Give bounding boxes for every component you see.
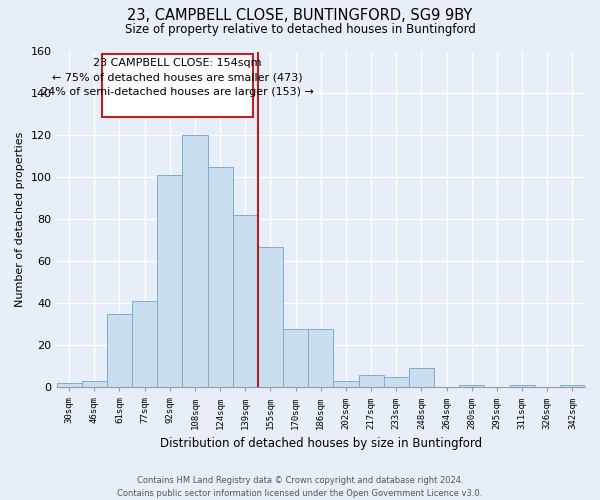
Bar [182,136,208,388]
Text: Contains HM Land Registry data © Crown copyright and database right 2024.
Contai: Contains HM Land Registry data © Crown c… [118,476,482,498]
Bar [107,314,132,388]
Text: ← 75% of detached houses are smaller (473): ← 75% of detached houses are smaller (47… [52,72,302,83]
Text: 24% of semi-detached houses are larger (153) →: 24% of semi-detached houses are larger (… [41,87,314,97]
Text: Size of property relative to detached houses in Buntingford: Size of property relative to detached ho… [125,22,475,36]
Bar [132,302,157,388]
Text: 23, CAMPBELL CLOSE, BUNTINGFORD, SG9 9BY: 23, CAMPBELL CLOSE, BUNTINGFORD, SG9 9BY [127,8,473,22]
X-axis label: Distribution of detached houses by size in Buntingford: Distribution of detached houses by size … [160,437,482,450]
Bar [208,167,233,388]
FancyBboxPatch shape [102,54,253,116]
Text: 23 CAMPBELL CLOSE: 154sqm: 23 CAMPBELL CLOSE: 154sqm [93,58,262,68]
Bar [56,383,82,388]
Bar [560,386,585,388]
Bar [459,386,484,388]
Bar [233,215,258,388]
Bar [409,368,434,388]
Bar [359,375,383,388]
Bar [509,386,535,388]
Bar [157,176,182,388]
Bar [258,246,283,388]
Bar [308,328,334,388]
Bar [82,381,107,388]
Bar [383,377,409,388]
Bar [283,328,308,388]
Y-axis label: Number of detached properties: Number of detached properties [15,132,25,307]
Bar [334,381,359,388]
